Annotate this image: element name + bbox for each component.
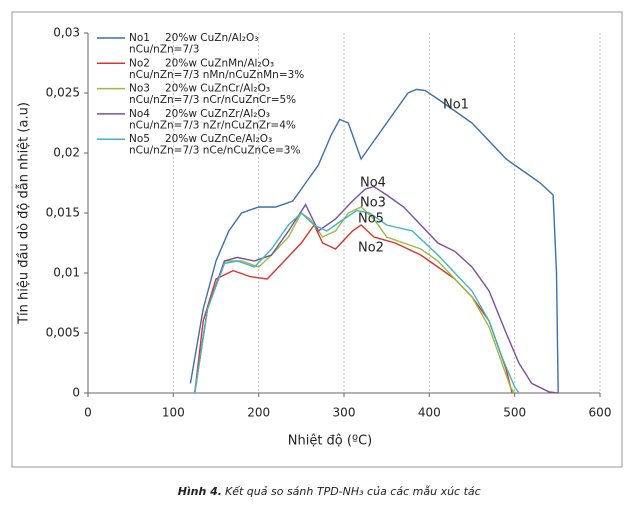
figure-caption: Kết quả so sánh TPD-NH₃ của các mẫu xúc …	[225, 485, 481, 498]
x-tick-label: 600	[589, 406, 612, 420]
legend-label: No3	[129, 83, 150, 95]
x-tick-label: 500	[503, 406, 526, 420]
legend-description: 20%w CuZnCe/Al₂O₃	[165, 133, 272, 145]
annotation: No1	[443, 98, 469, 113]
y-tick-label: 0,025	[46, 86, 80, 100]
legend-label: No1	[129, 32, 150, 44]
x-tick-label: 400	[418, 406, 441, 420]
legend-description: nCu/nZn=7/3 nCr/nCuZnCr=5%	[129, 94, 296, 106]
x-tick-label: 100	[162, 406, 185, 420]
y-tick-label: 0	[72, 386, 80, 400]
legend-description: 20%w CuZnCr/Al₂O₃	[165, 83, 270, 95]
annotation: No2	[358, 241, 384, 256]
legend-description: 20%w CuZnMn/Al₂O₃	[165, 57, 274, 69]
annotation: No3	[360, 196, 386, 211]
y-tick-label: 0,01	[53, 266, 80, 280]
x-tick-label: 200	[247, 406, 270, 420]
x-tick-label: 0	[84, 406, 92, 420]
series-line	[189, 88, 559, 394]
y-tick-label: 0,005	[46, 326, 80, 340]
x-axis-label: Nhiệt độ (ºC)	[288, 434, 373, 449]
figure-label: Hình 4.	[178, 485, 222, 498]
y-tick-label: 0,015	[46, 206, 80, 220]
legend-label: No4	[129, 108, 150, 120]
y-tick-label: 0,03	[53, 26, 80, 40]
figure-frame	[11, 11, 623, 468]
y-axis-label: Tín hiệu đầu dò độ dẫn nhiệt (a.u)	[17, 102, 32, 325]
legend-description: 20%w CuZnZr/Al₂O₃	[165, 108, 270, 120]
annotation: No4	[360, 176, 386, 191]
legend-description: nCu/nZn=7/3 nZr/nCuZnZr=4%	[129, 119, 296, 131]
series-line	[194, 209, 520, 394]
series-line	[194, 185, 558, 394]
legend-description: nCu/nZn=7/3 nCe/nCuZnCe=3%	[129, 145, 300, 157]
series-line	[194, 206, 516, 394]
legend-description: nCu/nZn=7/3	[129, 44, 199, 56]
x-tick-label: 300	[333, 406, 356, 420]
annotation: No5	[358, 212, 384, 227]
legend-label: No5	[129, 133, 150, 145]
legend-description: nCu/nZn=7/3 nMn/nCuZnMn=3%	[129, 69, 304, 81]
legend-description: 20%w CuZn/Al₂O₃	[165, 32, 258, 44]
y-tick-label: 0,02	[53, 146, 80, 160]
series-line	[194, 223, 513, 394]
legend-label: No2	[129, 57, 150, 69]
